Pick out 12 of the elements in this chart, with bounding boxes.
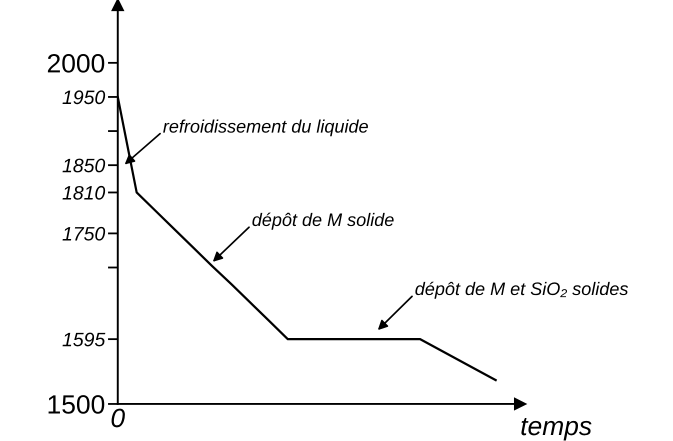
y-tick-label: 1850 xyxy=(62,158,106,172)
y-tick-label: 1750 xyxy=(62,226,106,241)
annotation: dépôt de M solide xyxy=(252,212,394,230)
annotation: refroidissement du liquide xyxy=(163,119,368,136)
annotation: dépôt de M et SiO₂ solides xyxy=(415,282,628,299)
x-axis-title: temps xyxy=(521,418,592,441)
text: 0 xyxy=(112,408,125,428)
y-tick-label: 2000 xyxy=(48,54,104,73)
y-tick-label: 1810 xyxy=(62,186,106,200)
y-tick-label: 1500 xyxy=(48,395,104,414)
y-tick-label: 1595 xyxy=(62,332,106,346)
y-tick-label: 1950 xyxy=(62,90,106,104)
